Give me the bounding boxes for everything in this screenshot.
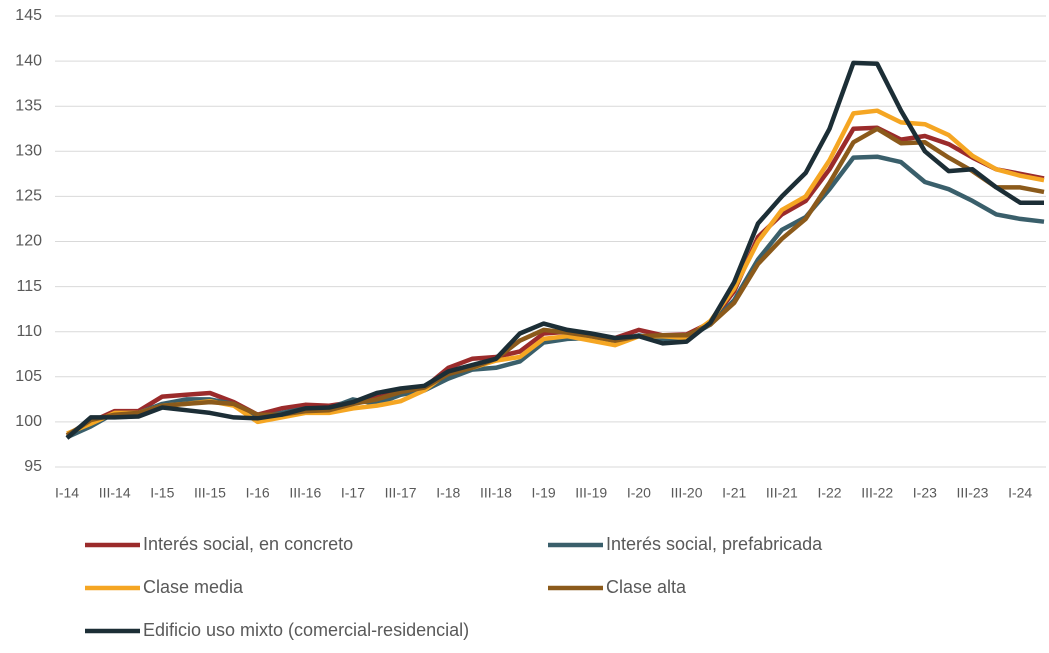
x-tick-label: I-20 [627, 485, 651, 501]
y-tick-label: 145 [15, 7, 42, 24]
y-tick-label: 140 [15, 52, 42, 69]
y-tick-label: 115 [16, 278, 42, 295]
series-line [65, 60, 1044, 440]
x-tick-label: I-22 [817, 485, 841, 501]
x-tick-label: III-14 [99, 485, 131, 501]
x-tick-label: III-16 [289, 485, 321, 501]
legend-label: Clase alta [606, 577, 687, 597]
legend-label: Clase media [143, 577, 244, 597]
x-tick-label: III-22 [861, 485, 893, 501]
x-tick-label: I-17 [341, 485, 365, 501]
legend-label: Edificio uso mixto (comercial-residencia… [143, 620, 469, 640]
x-tick-label: III-18 [480, 485, 512, 501]
y-tick-label: 120 [15, 233, 42, 250]
x-tick-label: I-16 [246, 485, 270, 501]
y-tick-label: 125 [15, 188, 42, 205]
y-tick-label: 95 [24, 458, 42, 475]
x-tick-label: I-15 [150, 485, 174, 501]
x-tick-label: I-21 [722, 485, 746, 501]
x-tick-label: III-15 [194, 485, 226, 501]
x-tick-label: III-19 [575, 485, 607, 501]
x-tick-label: I-14 [55, 485, 79, 501]
legend-label: Interés social, en concreto [143, 534, 353, 554]
legend-label: Interés social, prefabricada [606, 534, 823, 554]
x-tick-label: III-20 [671, 485, 703, 501]
x-tick-label: III-21 [766, 485, 798, 501]
y-tick-label: 135 [15, 97, 42, 114]
x-tick-label: III-23 [957, 485, 989, 501]
x-tick-label: I-18 [436, 485, 460, 501]
y-tick-label: 110 [16, 323, 42, 340]
x-tick-label: III-17 [385, 485, 417, 501]
x-tick-label: I-19 [532, 485, 556, 501]
series-line [65, 125, 1045, 438]
x-tick-label: I-23 [913, 485, 937, 501]
series-line [65, 126, 1045, 438]
x-tick-label: I-24 [1008, 485, 1032, 501]
y-tick-label: 105 [15, 368, 42, 385]
y-tick-label: 100 [15, 413, 42, 430]
y-tick-label: 130 [15, 143, 42, 160]
